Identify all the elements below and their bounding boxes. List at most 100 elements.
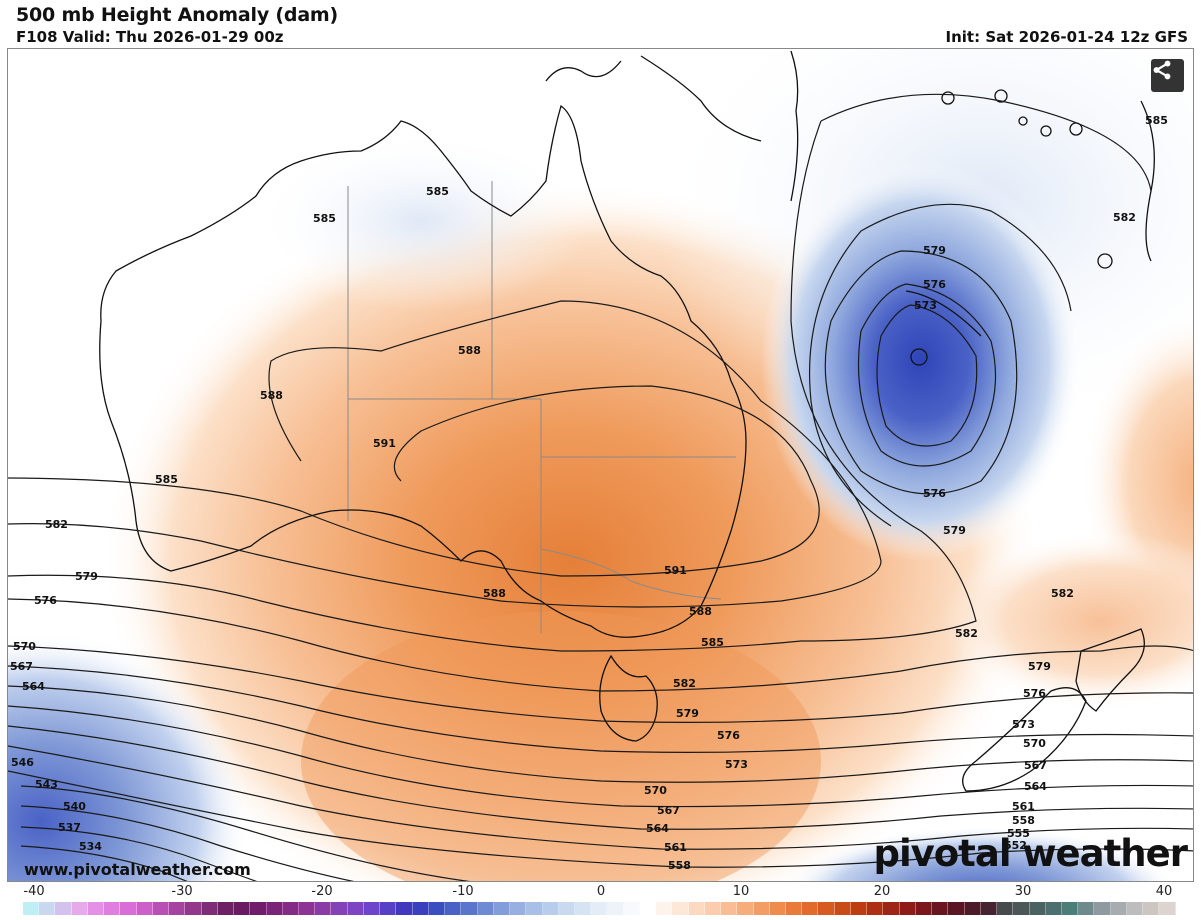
svg-text:555: 555 [1007, 827, 1030, 840]
colorbar-cell [1126, 902, 1144, 915]
contour-labels: 585 585 588 588 591 585 582 579 576 570 … [10, 114, 1168, 872]
svg-text:579: 579 [676, 707, 699, 720]
colorbar-cell [818, 902, 835, 915]
svg-text:570: 570 [644, 784, 667, 797]
colorbar-cell [1094, 902, 1111, 915]
svg-text:564: 564 [22, 680, 45, 693]
svg-text:570: 570 [13, 640, 36, 653]
colorbar-tick: 40 [1155, 884, 1173, 899]
svg-text:558: 558 [1012, 814, 1035, 827]
colorbar-cell [510, 902, 527, 915]
chart-title: 500 mb Height Anomaly (dam) [16, 4, 339, 26]
map-panel[interactable]: 585 585 588 588 591 585 582 579 576 570 … [7, 48, 1194, 882]
svg-text:540: 540 [63, 800, 86, 813]
svg-text:588: 588 [260, 389, 283, 402]
svg-text:567: 567 [657, 804, 680, 817]
colorbar-ticks: -40 -30 -20 -10 0 10 20 30 40 [0, 884, 1201, 900]
colorbar-cell [428, 902, 446, 915]
svg-text:570: 570 [1023, 737, 1046, 750]
colorbar-cell [23, 902, 40, 915]
svg-text:576: 576 [717, 729, 740, 742]
tasmania [599, 654, 658, 742]
svg-text:534: 534 [79, 840, 102, 853]
svg-text:579: 579 [75, 570, 98, 583]
svg-text:591: 591 [664, 564, 687, 577]
colorbar-cell [558, 902, 575, 915]
svg-text:582: 582 [45, 518, 68, 531]
colorbar-cell [363, 902, 381, 915]
colorbar-cell [445, 902, 462, 915]
colorbar-tick: 10 [732, 884, 750, 899]
colorbar-cell [623, 902, 640, 915]
colorbar-cell [169, 902, 186, 915]
svg-text:588: 588 [483, 587, 506, 600]
svg-text:576: 576 [923, 487, 946, 500]
colorbar-cell [120, 902, 137, 915]
colorbar-cell [104, 902, 121, 915]
colorbar-cell [1013, 902, 1030, 915]
svg-text:582: 582 [955, 627, 978, 640]
colorbar-cell [217, 902, 235, 915]
colorbar-cell [769, 902, 787, 915]
colorbar-cell [1143, 902, 1160, 915]
svg-text:573: 573 [725, 758, 748, 771]
colorbar-cell [201, 902, 218, 915]
colorbar-cell [331, 902, 348, 915]
colorbar-cell [1078, 902, 1095, 915]
colorbar-cell [250, 902, 267, 915]
colorbar-cell [1110, 902, 1127, 915]
colorbar-cell [71, 902, 88, 915]
svg-text:543: 543 [35, 778, 58, 791]
colorbar-tick: -20 [311, 884, 333, 899]
colorbar-tick: -40 [23, 884, 45, 899]
svg-text:585: 585 [313, 212, 336, 225]
site-url[interactable]: www.pivotalweather.com [24, 860, 251, 879]
svg-text:558: 558 [668, 859, 691, 872]
colorbar-tick: -10 [452, 884, 474, 899]
svg-text:576: 576 [1023, 687, 1046, 700]
svg-text:579: 579 [923, 244, 946, 257]
colorbar-cell [1062, 902, 1079, 915]
colorbar-cell [867, 902, 884, 915]
colorbar-cell [737, 902, 754, 915]
colorbar-cell [185, 902, 202, 915]
colorbar-cell [721, 902, 738, 915]
svg-text:573: 573 [914, 299, 937, 312]
svg-text:561: 561 [1012, 800, 1035, 813]
colorbar-cell [672, 902, 689, 915]
colorbar-tick: 0 [596, 884, 606, 899]
share-button[interactable] [1151, 59, 1184, 92]
colorbar-cell [315, 902, 332, 915]
colorbar-cell [1159, 902, 1176, 915]
svg-text:564: 564 [646, 822, 669, 835]
colorbar-cell [266, 902, 283, 915]
colorbar-cell [39, 902, 56, 915]
svg-text:567: 567 [1024, 759, 1047, 772]
anomaly-map: 585 585 588 588 591 585 582 579 576 570 … [8, 49, 1193, 881]
svg-text:573: 573 [1012, 718, 1035, 731]
svg-text:585: 585 [426, 185, 449, 198]
colorbar-cell [802, 902, 819, 915]
state-borders [347, 181, 736, 633]
svg-text:552: 552 [1004, 839, 1027, 852]
colorbar-cell [639, 902, 657, 915]
colorbar-cell [282, 902, 299, 915]
colorbar-cell [656, 902, 673, 915]
colorbar-cell [298, 902, 316, 915]
colorbar-cell [574, 902, 592, 915]
colorbar-cell [899, 902, 916, 915]
svg-text:576: 576 [923, 278, 946, 291]
colorbar-cell [347, 902, 364, 915]
colorbar-cell [87, 902, 105, 915]
svg-text:588: 588 [689, 605, 712, 618]
colorbar-cell [461, 902, 478, 915]
colorbar-cell [234, 902, 251, 915]
colorbar-cell [932, 902, 949, 915]
colorbar-tick: 20 [873, 884, 891, 899]
svg-text:561: 561 [664, 841, 687, 854]
height-contours [8, 93, 1193, 881]
svg-text:567: 567 [10, 660, 33, 673]
colorbar-cell [55, 902, 72, 915]
colorbar-cell [786, 902, 803, 915]
svg-text:564: 564 [1024, 780, 1047, 793]
